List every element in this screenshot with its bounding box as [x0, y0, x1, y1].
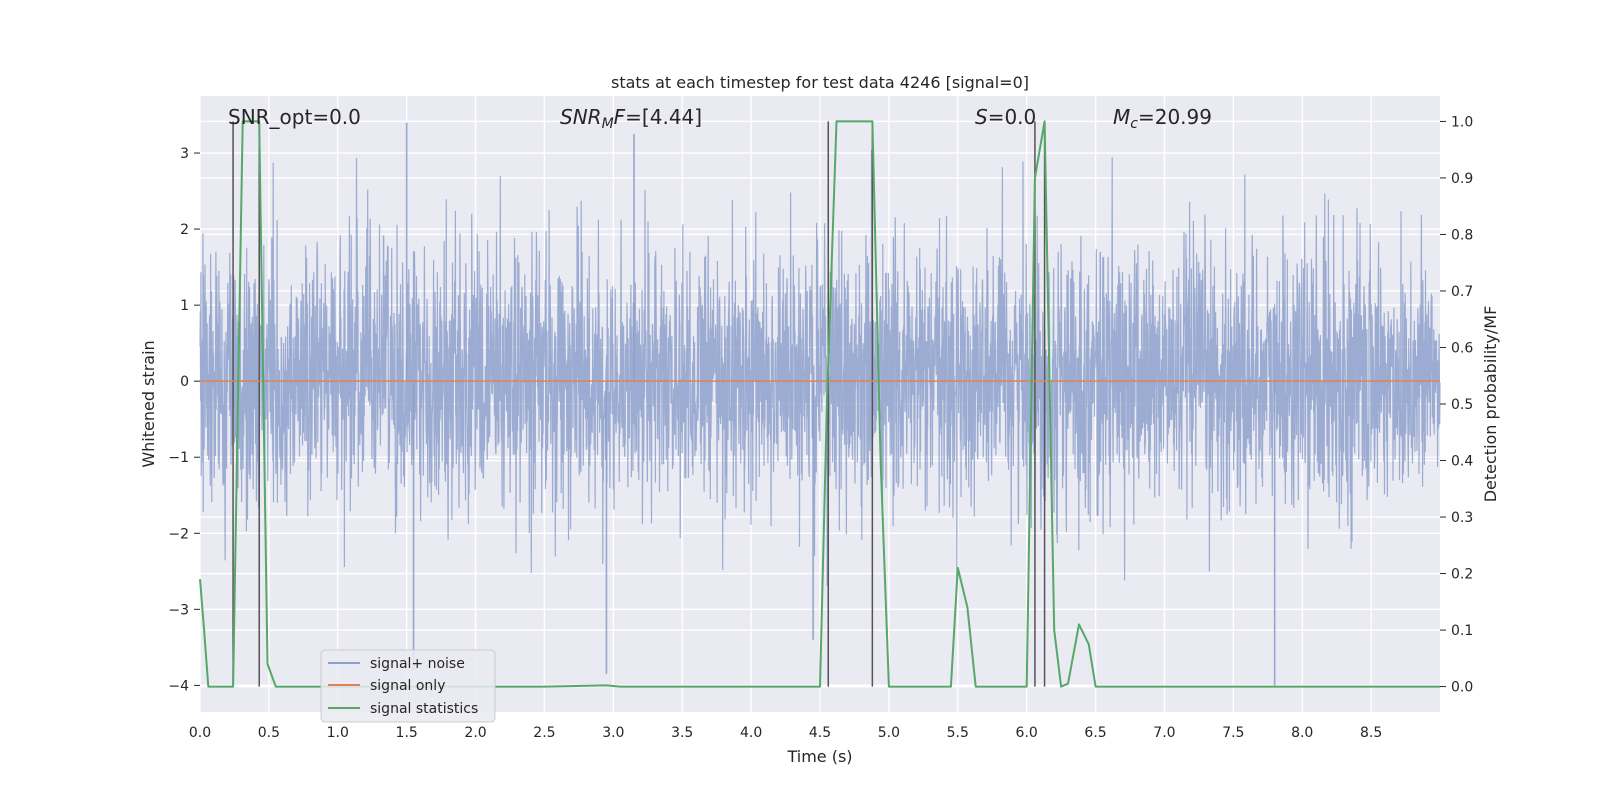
legend-label-signal-only: signal only [370, 678, 445, 694]
y-axis-label-right: Detection probability/MF [1481, 306, 1500, 503]
y-tick-label-right-7: 0.7 [1451, 284, 1473, 300]
y-tick-label-left-7: 3 [180, 146, 189, 162]
y-tick-label-right-8: 0.8 [1451, 227, 1473, 243]
legend-label-noise: signal+ noise [370, 656, 465, 672]
x-tick-label-5: 2.5 [533, 725, 555, 741]
x-tick-label-4: 2.0 [464, 725, 486, 741]
x-axis-label: Time (s) [786, 747, 852, 766]
y-tick-label-right-0: 0.0 [1451, 680, 1473, 696]
y-tick-label-right-9: 0.9 [1451, 171, 1473, 187]
y-tick-label-left-1: −3 [168, 602, 189, 618]
x-tick-label-2: 1.0 [327, 725, 349, 741]
chart-title: stats at each timestep for test data 424… [611, 73, 1029, 92]
x-tick-label-11: 5.5 [947, 725, 969, 741]
annotation-mc: Mc=20.99 [1113, 105, 1212, 132]
x-tick-label-10: 5.0 [878, 725, 900, 741]
y-tick-label-right-5: 0.5 [1451, 397, 1473, 413]
x-tick-label-13: 6.5 [1084, 725, 1106, 741]
x-tick-label-3: 1.5 [396, 725, 418, 741]
x-tick-label-12: 6.0 [1016, 725, 1038, 741]
annotation-snr-mf: SNRMF=[4.44] [560, 105, 702, 132]
y-tick-label-right-6: 0.6 [1451, 340, 1473, 356]
x-tick-label-0: 0.0 [189, 725, 211, 741]
y-tick-label-right-4: 0.4 [1451, 454, 1473, 470]
y-tick-label-right-2: 0.2 [1451, 567, 1473, 583]
y-axis-label-left: Whitened strain [139, 340, 158, 467]
y-tick-label-left-6: 2 [180, 222, 189, 238]
x-tick-label-8: 4.0 [740, 725, 762, 741]
x-tick-labels: 0.0 0.5 1.0 1.5 2.0 2.5 3.0 3.5 4.0 4.5 5.0 5.5 6.0 6… [189, 725, 1382, 741]
y-tick-label-left-5: 1 [180, 298, 189, 314]
x-tick-label-15: 7.5 [1222, 725, 1244, 741]
x-tick-label-9: 4.5 [809, 725, 831, 741]
x-tick-label-14: 7.0 [1153, 725, 1175, 741]
annotation-s: S=0.0 [975, 105, 1036, 129]
y-tick-label-left-2: −2 [168, 526, 189, 542]
signal-statistics-line [199, 120, 1440, 688]
y-tick-label-left-3: −1 [168, 450, 189, 466]
y-tick-label-right-3: 0.3 [1451, 510, 1473, 526]
noise-trace-line [199, 150, 1441, 593]
y-tick-labels-left: −4 −3 −2 −1 0 1 2 3 [168, 146, 200, 694]
y-tick-label-left-4: 0 [180, 374, 189, 390]
x-tick-label-16: 8.0 [1291, 725, 1313, 741]
legend-box [320, 649, 496, 723]
y-tick-label-right-1: 0.1 [1451, 623, 1473, 639]
x-tick-label-17: 8.5 [1360, 725, 1382, 741]
y-tick-label-right-10: 1.0 [1451, 114, 1473, 130]
annotation-snr-opt: SNR_opt=0.0 [228, 105, 361, 129]
x-tick-label-1: 0.5 [258, 725, 280, 741]
legend: signal+ noise signal only signal statist… [320, 649, 496, 723]
signal-statistics-series [199, 120, 1440, 688]
y-tick-labels-right: 0.0 0.1 0.2 0.3 0.4 0.5 0.6 0.7 0.8 0.9 1.0 [1440, 114, 1473, 696]
x-tick-label-6: 3.0 [602, 725, 624, 741]
y-tick-label-left-0: −4 [168, 678, 189, 694]
x-tick-label-7: 3.5 [671, 725, 693, 741]
legend-label-statistics: signal statistics [370, 701, 478, 717]
